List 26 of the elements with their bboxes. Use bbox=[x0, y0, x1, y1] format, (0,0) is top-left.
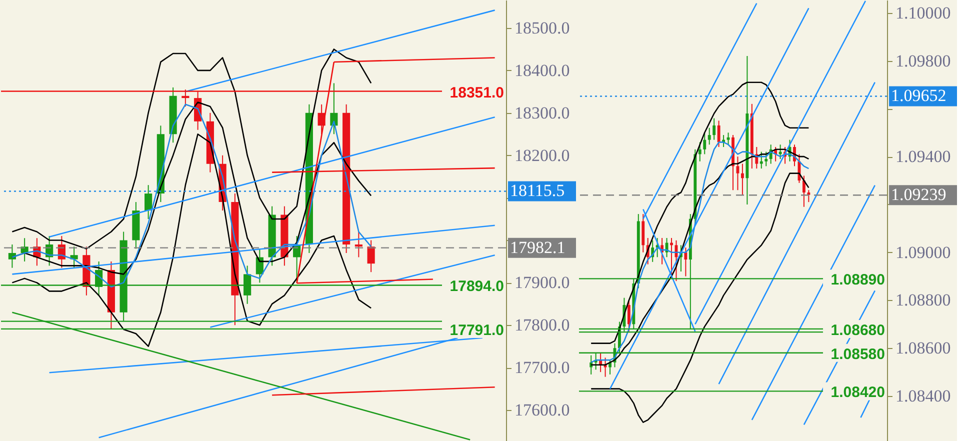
y-tick-label: 17600.0 bbox=[514, 400, 570, 420]
ref-line-label: 1.08420 bbox=[830, 384, 885, 402]
y-tick-label: 1.08600 bbox=[896, 338, 951, 358]
y-tick-label: 1.10000 bbox=[896, 3, 951, 22]
y-tick-label: 1.09400 bbox=[896, 147, 951, 166]
ref-line-label: 17894.0 bbox=[450, 278, 504, 296]
y-tick-label: 18300.0 bbox=[514, 103, 570, 122]
y-tick-label: 17900.0 bbox=[514, 273, 570, 292]
ref-line-label: 1.08890 bbox=[830, 272, 885, 289]
y-tick-label: 1.08400 bbox=[896, 386, 951, 406]
ref-line-label: 18115.5 bbox=[510, 181, 565, 200]
y-tick-label: 17700.0 bbox=[514, 358, 570, 378]
y-tick-label: 1.09000 bbox=[896, 242, 951, 262]
ref-line-label: 18351.0 bbox=[450, 84, 504, 102]
y-tick-label: 18200.0 bbox=[514, 146, 570, 165]
ref-line-label: 1.08680 bbox=[830, 322, 885, 339]
y-tick-label: 1.08800 bbox=[896, 290, 951, 310]
y-tick-label: 18400.0 bbox=[514, 60, 570, 80]
ref-line-label: 1.09652 bbox=[891, 86, 946, 106]
ref-line-label: 1.08580 bbox=[830, 346, 885, 363]
ref-line-label: 1.09239 bbox=[891, 185, 946, 204]
y-tick-label: 17800.0 bbox=[514, 316, 570, 335]
y-tick-label: 18500.0 bbox=[514, 18, 570, 38]
ref-line-label: 17982.1 bbox=[510, 238, 566, 257]
ref-line-label: 17791.0 bbox=[450, 322, 504, 339]
y-tick-label: 1.09800 bbox=[896, 51, 951, 70]
